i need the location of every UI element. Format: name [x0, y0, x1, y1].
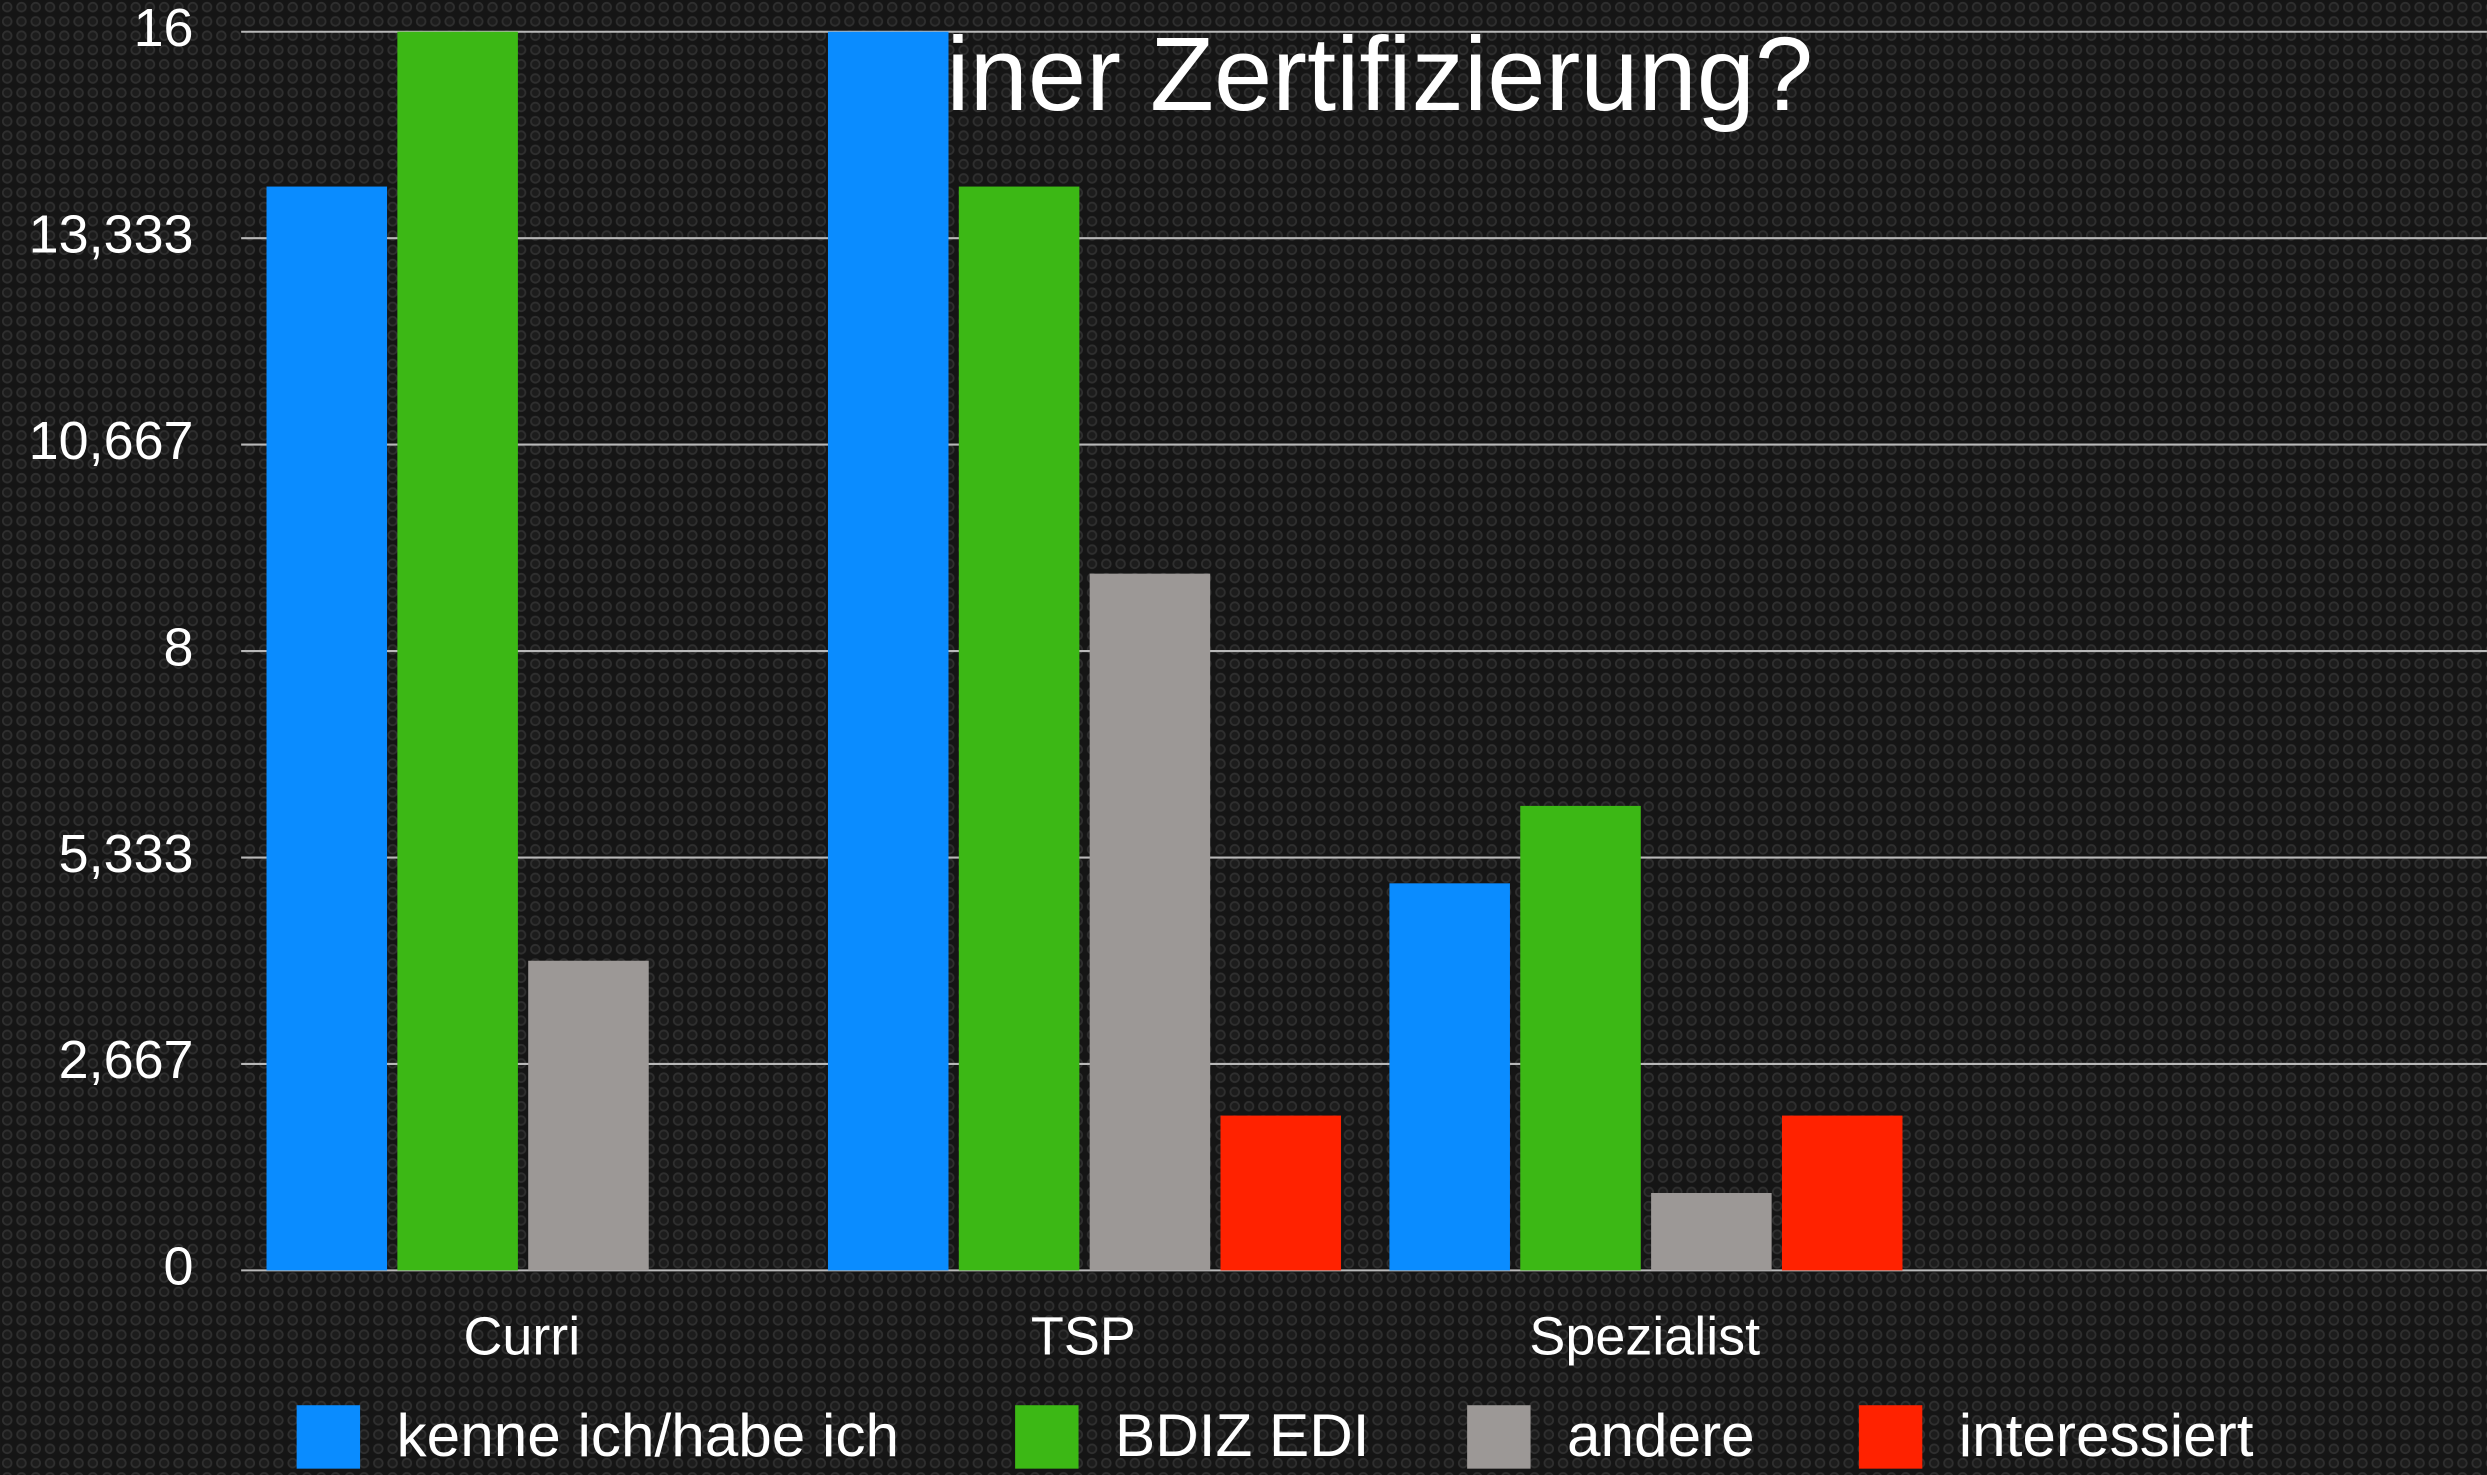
y-tick-label: 13,333 [29, 204, 194, 264]
legend-label: BDIZ EDI [1115, 1401, 1369, 1469]
bar [1781, 1115, 1903, 1271]
bar [1220, 1115, 1342, 1271]
legend-swatch [1015, 1405, 1079, 1469]
legend-swatch [1858, 1405, 1923, 1469]
bar [528, 960, 649, 1271]
bar [266, 186, 388, 1271]
y-tick-label: 8 [164, 617, 194, 677]
chart-title: einer Zertifizierung? [888, 16, 1813, 133]
x-tick-label: Curri [463, 1306, 580, 1366]
y-tick-label: 16 [134, 0, 194, 58]
y-tick-label: 10,667 [29, 411, 194, 471]
bar [1389, 883, 1510, 1271]
bar [827, 31, 949, 1271]
x-tick-label: Spezialist [1529, 1306, 1760, 1366]
y-tick-label: 2,667 [59, 1030, 194, 1090]
y-tick-label: 0 [164, 1237, 194, 1297]
bar [397, 31, 518, 1271]
x-tick-label: TSP [1031, 1306, 1136, 1366]
bar [1651, 1192, 1772, 1271]
legend-label: interessiert [1959, 1401, 2254, 1469]
legend-label: andere [1567, 1401, 1755, 1469]
legend-swatch [296, 1405, 361, 1469]
bar [1520, 805, 1641, 1271]
bar [958, 186, 1080, 1271]
bar [1089, 573, 1211, 1271]
legend-label: kenne ich/habe ich [397, 1401, 899, 1469]
legend-swatch [1467, 1405, 1531, 1469]
y-tick-label: 5,333 [59, 824, 194, 884]
